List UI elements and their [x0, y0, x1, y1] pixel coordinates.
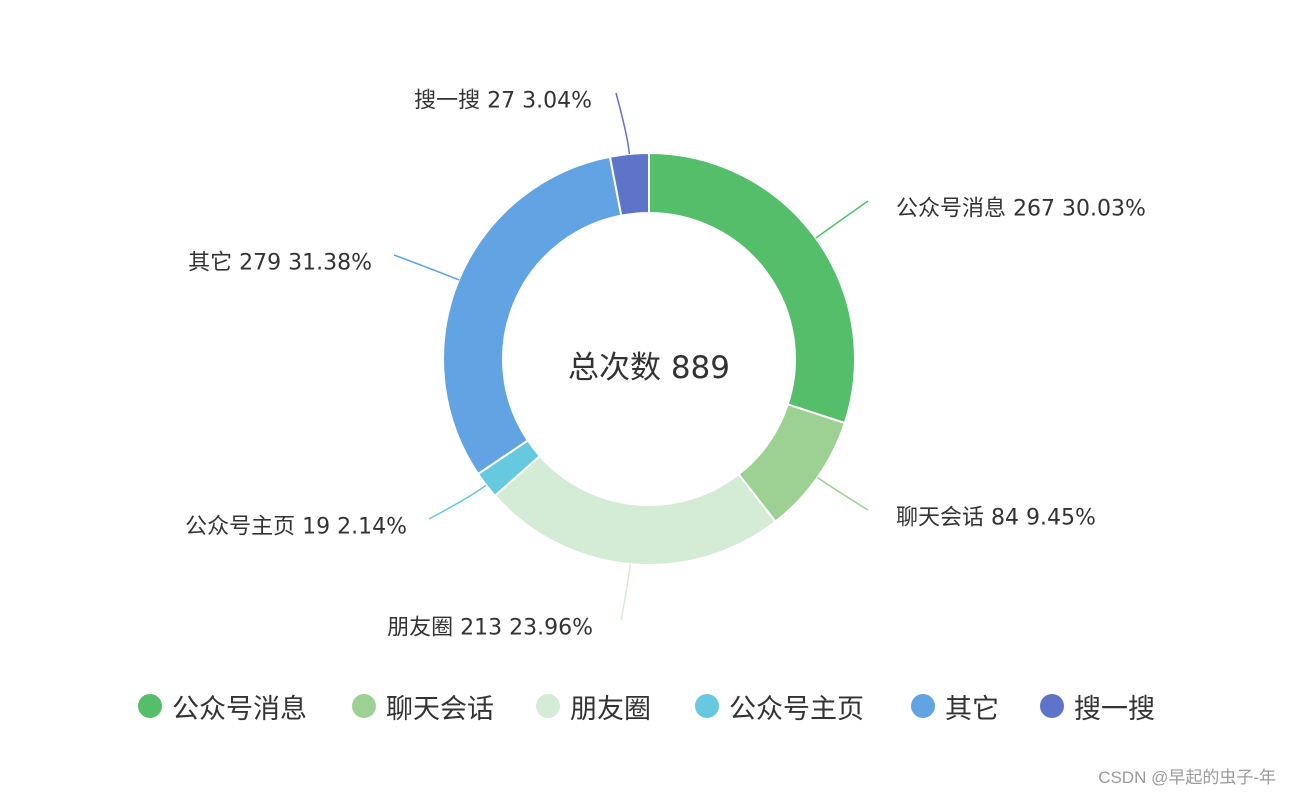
- legend-dot-icon: [536, 694, 560, 718]
- legend-item-2[interactable]: 聊天会话: [352, 684, 494, 728]
- legend-item-6[interactable]: 搜一搜: [1040, 684, 1155, 728]
- leader-line-2: [817, 476, 869, 511]
- leader-line-6: [615, 92, 631, 155]
- legend-item-1[interactable]: 公众号消息: [138, 684, 307, 728]
- slice-label-6: 搜一搜 27 3.04%: [414, 89, 592, 114]
- legend-item-3[interactable]: 朋友圈: [536, 684, 651, 728]
- slice-5[interactable]: [442, 155, 623, 476]
- leader-line-1: [815, 200, 869, 239]
- slice-label-3: 朋友圈 213 23.96%: [387, 616, 593, 641]
- leader-line-3: [620, 564, 631, 621]
- slice-label-5: 其它 279 31.38%: [188, 251, 372, 276]
- legend-dot-icon: [138, 694, 162, 718]
- legend: 公众号消息 聊天会话 朋友圈 公众号主页 其它 搜一搜: [0, 684, 1292, 728]
- legend-label: 聊天会话: [386, 693, 494, 725]
- slice-label-4: 公众号主页 19 2.14%: [185, 515, 407, 540]
- leader-line-5: [393, 254, 460, 281]
- slice-label-2: 聊天会话 84 9.45%: [896, 506, 1096, 531]
- legend-label: 搜一搜: [1074, 693, 1155, 725]
- legend-dot-icon: [911, 694, 935, 718]
- legend-label: 公众号主页: [729, 693, 864, 725]
- slice-1[interactable]: [648, 151, 856, 425]
- slice-3[interactable]: [493, 454, 777, 566]
- legend-label: 公众号消息: [172, 693, 307, 725]
- legend-item-4[interactable]: 公众号主页: [695, 684, 864, 728]
- legend-dot-icon: [1040, 694, 1064, 718]
- slice-label-1: 公众号消息 267 30.03%: [896, 197, 1146, 222]
- center-total-label: 总次数 889: [568, 350, 730, 386]
- legend-label: 朋友圈: [570, 693, 651, 725]
- slice-6[interactable]: [608, 151, 650, 217]
- legend-dot-icon: [695, 694, 719, 718]
- legend-label: 其它: [945, 693, 999, 725]
- legend-dot-icon: [352, 694, 376, 718]
- watermark: CSDN @早起的虫子-年: [1098, 768, 1276, 787]
- leader-line-4: [428, 484, 487, 520]
- legend-item-5[interactable]: 其它: [911, 684, 999, 728]
